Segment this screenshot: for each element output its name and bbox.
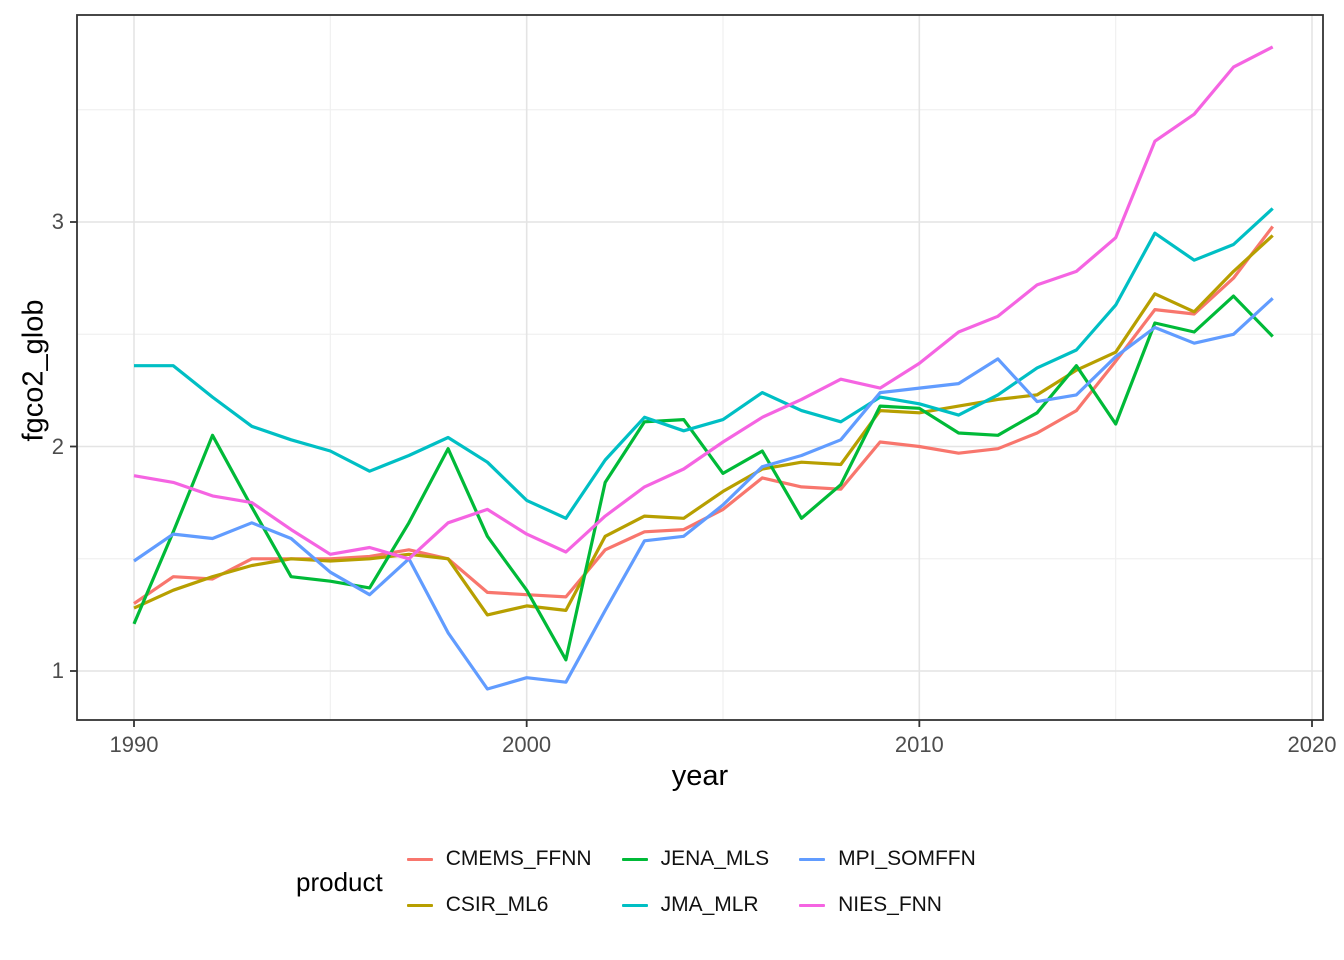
series-line-JMA_MLR [134, 207, 1274, 520]
legend-entry-MPI_SOMFFN: MPI_SOMFFN [799, 847, 976, 871]
legend-entry-CSIR_ML6: CSIR_ML6 [406, 893, 592, 917]
legend-key-line-icon [621, 903, 648, 907]
x-axis-title: year [671, 760, 729, 792]
legend-key-line-icon [406, 857, 433, 861]
legend-entry-label: NIES_FNN [838, 893, 942, 916]
legend-entries: CMEMS_FFNN CSIR_ML6 JENA_MLS JMA_MLR MPI_SOM… [406, 836, 976, 928]
y-tick-label: 3 [51, 209, 64, 234]
y-axis-title: fgco2_glob [17, 299, 50, 442]
legend-key-line-icon [406, 903, 433, 907]
legend-entry-label: JENA_MLS [660, 847, 770, 870]
legend-entry-NIES_FNN: NIES_FNN [799, 893, 976, 917]
x-tick-label: 2010 [894, 732, 944, 757]
legend-key-line-icon [799, 903, 826, 907]
legend-key-line-icon [621, 857, 648, 861]
y-tick-label: 2 [51, 433, 64, 459]
legend-entry-label: CMEMS_FFNN [445, 847, 592, 870]
series-line-JENA_MLS [132, 294, 1274, 662]
legend-entry-label: CSIR_ML6 [445, 893, 549, 916]
x-tick-label: 2020 [1287, 732, 1337, 757]
legend-entry-CMEMS_FFNN: CMEMS_FFNN [406, 847, 592, 871]
y-tick-label: 1 [51, 658, 64, 683]
x-tick-label: 1990 [109, 732, 159, 757]
legend: product CMEMS_FFNN CSIR_ML6 JENA_MLS JMA_ML… [296, 836, 976, 928]
legend-key-line-icon [799, 857, 826, 861]
legend-entry-JENA_MLS: JENA_MLS [621, 847, 770, 871]
legend-entry-label: MPI_SOMFFN [838, 847, 976, 870]
series-line-NIES_FNN [133, 45, 1274, 561]
legend-title: product [296, 866, 383, 897]
x-tick-label: 2000 [502, 732, 552, 757]
legend-entry-label: JMA_MLR [660, 893, 759, 916]
panel-border [76, 14, 1324, 721]
series-line-CSIR_ML6 [133, 234, 1274, 617]
legend-entry-JMA_MLR: JMA_MLR [621, 893, 770, 917]
series-line-MPI_SOMFFN [133, 297, 1274, 691]
